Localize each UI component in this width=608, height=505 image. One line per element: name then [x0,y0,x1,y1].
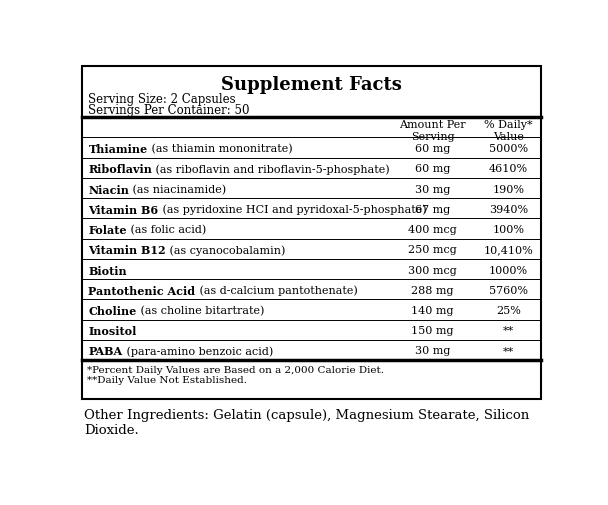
Text: Thiamine: Thiamine [88,144,148,155]
Text: (as pyridoxine HCI and pyridoxal-5-phosphate): (as pyridoxine HCI and pyridoxal-5-phosp… [159,205,426,215]
Text: % Daily*
Value: % Daily* Value [484,120,533,142]
Text: 140 mg: 140 mg [411,306,454,315]
Text: Serving Size: 2 Capsules: Serving Size: 2 Capsules [88,93,236,106]
Text: (as choline bitartrate): (as choline bitartrate) [137,306,264,316]
Text: Biotin: Biotin [88,265,127,276]
Text: 150 mg: 150 mg [411,326,454,335]
Text: 60 mg: 60 mg [415,144,450,154]
Text: Amount Per
Serving: Amount Per Serving [399,120,466,142]
Text: 30 mg: 30 mg [415,184,450,194]
Text: 67 mg: 67 mg [415,205,450,215]
Text: Vitamin B6: Vitamin B6 [88,205,159,216]
Text: Vitamin B12: Vitamin B12 [88,245,166,256]
Text: 400 mcg: 400 mcg [408,225,457,235]
Text: 100%: 100% [492,225,525,235]
Text: Pantothenic Acid: Pantothenic Acid [88,285,196,296]
Text: Niacin: Niacin [88,184,130,195]
Text: Supplement Facts: Supplement Facts [221,76,402,94]
Text: (as riboflavin and riboflavin-5-phosphate): (as riboflavin and riboflavin-5-phosphat… [152,164,390,175]
Text: 288 mg: 288 mg [411,285,454,295]
Bar [82,67,541,399]
Text: (as cyanocobalamin): (as cyanocobalamin) [166,245,285,256]
Text: 5760%: 5760% [489,285,528,295]
Text: (as thiamin mononitrate): (as thiamin mononitrate) [148,144,292,154]
Text: 250 mcg: 250 mcg [408,245,457,255]
Text: 25%: 25% [496,306,521,315]
Text: 4610%: 4610% [489,164,528,174]
Text: 1000%: 1000% [489,265,528,275]
Text: Inositol: Inositol [88,326,137,336]
Text: 3940%: 3940% [489,205,528,215]
Text: (as niacinamide): (as niacinamide) [130,184,226,194]
Text: (as d-calcium pantothenate): (as d-calcium pantothenate) [196,285,358,296]
Text: **Daily Value Not Established.: **Daily Value Not Established. [87,376,247,385]
Text: 60 mg: 60 mg [415,164,450,174]
Text: Riboflavin: Riboflavin [88,164,152,175]
Text: 30 mg: 30 mg [415,346,450,356]
Text: 10,410%: 10,410% [483,245,533,255]
Text: (para-amino benzoic acid): (para-amino benzoic acid) [123,346,273,357]
Text: **: ** [503,346,514,356]
Text: 300 mcg: 300 mcg [408,265,457,275]
Text: Choline: Choline [88,306,137,316]
Text: 190%: 190% [492,184,525,194]
Text: PABA: PABA [88,346,123,357]
Text: Other Ingredients: Gelatin (capsule), Magnesium Stearate, Silicon
Dioxide.: Other Ingredients: Gelatin (capsule), Ma… [84,408,529,436]
Text: (as folic acid): (as folic acid) [127,225,206,235]
Text: 5000%: 5000% [489,144,528,154]
Text: Folate: Folate [88,225,127,236]
Text: Servings Per Container: 50: Servings Per Container: 50 [88,104,250,117]
Text: *Percent Daily Values are Based on a 2,000 Calorie Diet.: *Percent Daily Values are Based on a 2,0… [87,365,384,374]
Text: **: ** [503,326,514,335]
